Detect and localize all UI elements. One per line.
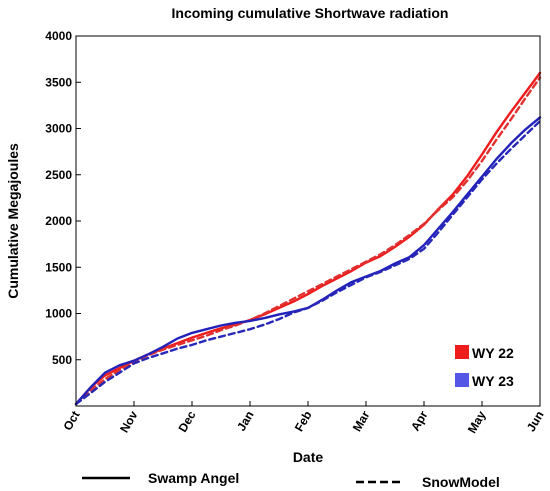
x-tick-label: Oct xyxy=(60,409,82,433)
y-tick-label: 2000 xyxy=(45,214,72,228)
x-axis-label: Date xyxy=(293,449,324,465)
x-tick-label: Feb xyxy=(292,409,315,434)
chart-title: Incoming cumulative Shortwave radiation xyxy=(172,5,449,21)
line-style-legend: Swamp Angel SnowModel xyxy=(82,470,500,490)
x-tick-label: Mar xyxy=(350,408,373,434)
x-tick-label: Apr xyxy=(408,408,431,433)
series-line-wy-22-dashed xyxy=(74,76,542,406)
y-tick-label: 3500 xyxy=(45,75,72,89)
y-tick-label: 4000 xyxy=(45,29,72,43)
y-tick-label: 500 xyxy=(52,353,72,367)
y-tick-label: 1500 xyxy=(45,260,72,274)
line-style-label: SnowModel xyxy=(422,474,500,490)
series-line-wy-23-solid xyxy=(74,116,542,406)
legend-label: WY 23 xyxy=(472,373,514,389)
plot-frame xyxy=(75,35,541,407)
y-tick-label: 2500 xyxy=(45,168,72,182)
x-tick-label: May xyxy=(465,408,489,435)
legend-swatch xyxy=(455,373,469,387)
series-line-wy-23-dashed xyxy=(74,119,542,406)
y-axis: 500 1000 1500 2000 2500 3000 3500 4000 xyxy=(45,29,81,367)
series-layer xyxy=(74,71,542,406)
x-tick-label: Jan xyxy=(234,409,256,434)
x-tick-label: Nov xyxy=(117,408,141,435)
legend-label: WY 22 xyxy=(472,345,514,361)
x-tick-label: Dec xyxy=(175,408,198,434)
series-legend: WY 22 WY 23 xyxy=(455,345,514,389)
y-axis-label: Cumulative Megajoules xyxy=(5,143,21,299)
y-tick-label: 3000 xyxy=(45,122,72,136)
line-style-label: Swamp Angel xyxy=(148,470,239,486)
legend-swatch xyxy=(455,345,469,359)
y-tick-label: 1000 xyxy=(45,307,72,321)
x-tick-label: Jun xyxy=(524,409,547,434)
